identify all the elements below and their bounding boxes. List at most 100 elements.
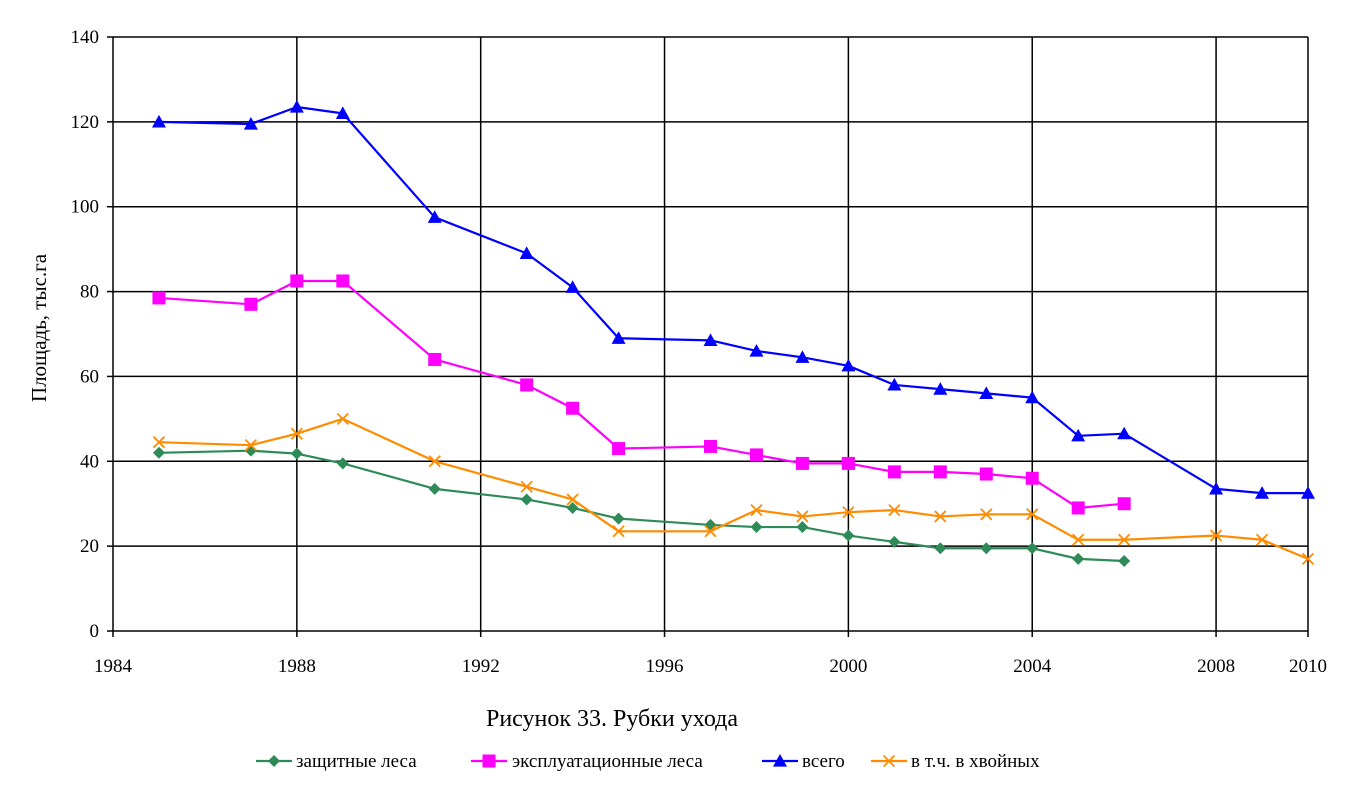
- data-point: [842, 506, 855, 519]
- data-point: [244, 297, 258, 311]
- data-point: [520, 378, 534, 392]
- data-point: [1025, 471, 1039, 485]
- series-3: [151, 100, 1315, 499]
- legend-item-3: всего: [762, 751, 845, 772]
- y-tick-label: 100: [71, 197, 100, 218]
- data-point: [482, 754, 496, 768]
- y-tick-label: 0: [90, 621, 100, 642]
- data-point: [566, 401, 580, 415]
- data-point: [704, 439, 717, 453]
- data-point: [336, 412, 349, 425]
- series-2: [152, 274, 1131, 515]
- data-point: [1209, 481, 1224, 495]
- x-tick-label: 2010: [1289, 656, 1327, 677]
- x-tick-label: 1996: [646, 656, 684, 677]
- series-line: [158, 449, 1125, 563]
- data-point: [1255, 486, 1270, 499]
- legend: защитные леса эксплуатационные леса всего в…: [256, 751, 1040, 772]
- data-point: [290, 427, 303, 440]
- data-point: [152, 446, 165, 459]
- data-point: [335, 106, 350, 119]
- data-point: [611, 331, 626, 344]
- data-point: [773, 754, 787, 767]
- data-point: [268, 755, 280, 767]
- legend-item-2: эксплуатационные леса: [471, 751, 703, 772]
- x-tick-label: 2000: [829, 656, 867, 677]
- data-point: [933, 382, 948, 395]
- grid: [113, 36, 1309, 631]
- data-point: [1255, 533, 1269, 546]
- data-point: [428, 352, 442, 366]
- chart-caption: Рисунок 33. Рубки ухода: [486, 706, 738, 732]
- x-tick-label: 2008: [1197, 656, 1235, 677]
- plot-frame: [112, 37, 1308, 632]
- data-point: [749, 343, 764, 357]
- y-tick-label: 120: [71, 112, 100, 133]
- data-point: [888, 535, 901, 548]
- data-point: [612, 512, 625, 525]
- data-point: [979, 467, 993, 481]
- data-point: [565, 280, 580, 293]
- data-point: [244, 444, 257, 457]
- y-tick-label: 20: [80, 536, 99, 557]
- y-tick-label: 60: [80, 366, 99, 387]
- data-point: [704, 525, 717, 538]
- legend-item-4: в т.ч. в хвойных: [871, 751, 1040, 772]
- data-point: [1025, 390, 1040, 404]
- data-point: [887, 377, 902, 391]
- data-point: [1118, 533, 1131, 546]
- data-point: [428, 455, 441, 468]
- series-layer: [151, 100, 1315, 567]
- series-line: [158, 105, 1308, 495]
- data-point: [1117, 426, 1132, 440]
- series-line: [158, 279, 1125, 510]
- data-point: [887, 465, 901, 479]
- data-point: [290, 447, 303, 460]
- data-point: [795, 350, 810, 363]
- data-point: [1026, 508, 1039, 521]
- data-point: [520, 480, 533, 493]
- y-tick-label: 40: [80, 451, 99, 472]
- data-point: [980, 542, 993, 555]
- y-tick-label: 140: [71, 27, 100, 48]
- data-point: [1072, 552, 1085, 565]
- data-point: [290, 274, 304, 288]
- data-point: [703, 333, 718, 346]
- legend-label: всего: [802, 751, 845, 772]
- data-point: [796, 521, 809, 534]
- data-point: [750, 503, 763, 517]
- data-point: [1071, 428, 1086, 442]
- data-point: [1117, 497, 1131, 511]
- data-point: [796, 510, 809, 523]
- series-4: [152, 412, 1315, 566]
- data-point: [612, 442, 626, 456]
- data-point: [520, 493, 533, 506]
- x-tick-label: 1988: [278, 656, 316, 677]
- data-point: [151, 114, 166, 128]
- data-point: [933, 465, 947, 479]
- x-tick-label: 2004: [1013, 656, 1052, 677]
- data-point: [1301, 486, 1315, 499]
- data-point: [888, 503, 901, 517]
- data-point: [980, 508, 993, 521]
- legend-label: защитные леса: [296, 751, 417, 772]
- data-point: [152, 436, 166, 449]
- data-point: [882, 754, 896, 768]
- data-point: [1209, 529, 1223, 542]
- data-point: [750, 521, 763, 534]
- legend-label: эксплуатационные леса: [512, 751, 703, 772]
- data-point: [934, 542, 947, 555]
- y-axis-title: Площадь, тыс.га: [27, 253, 51, 402]
- data-point: [336, 274, 350, 288]
- y-tick-label: 80: [80, 282, 99, 303]
- series-1: [152, 444, 1131, 567]
- data-point: [1026, 542, 1039, 555]
- data-point: [566, 501, 579, 514]
- data-point: [1071, 501, 1085, 515]
- x-tick-label: 1984: [94, 656, 133, 677]
- data-point: [428, 482, 441, 495]
- data-point: [841, 456, 855, 470]
- y-axis-ticks: 0 20 40 60 80 100 120 140: [71, 27, 113, 642]
- data-point: [841, 358, 856, 372]
